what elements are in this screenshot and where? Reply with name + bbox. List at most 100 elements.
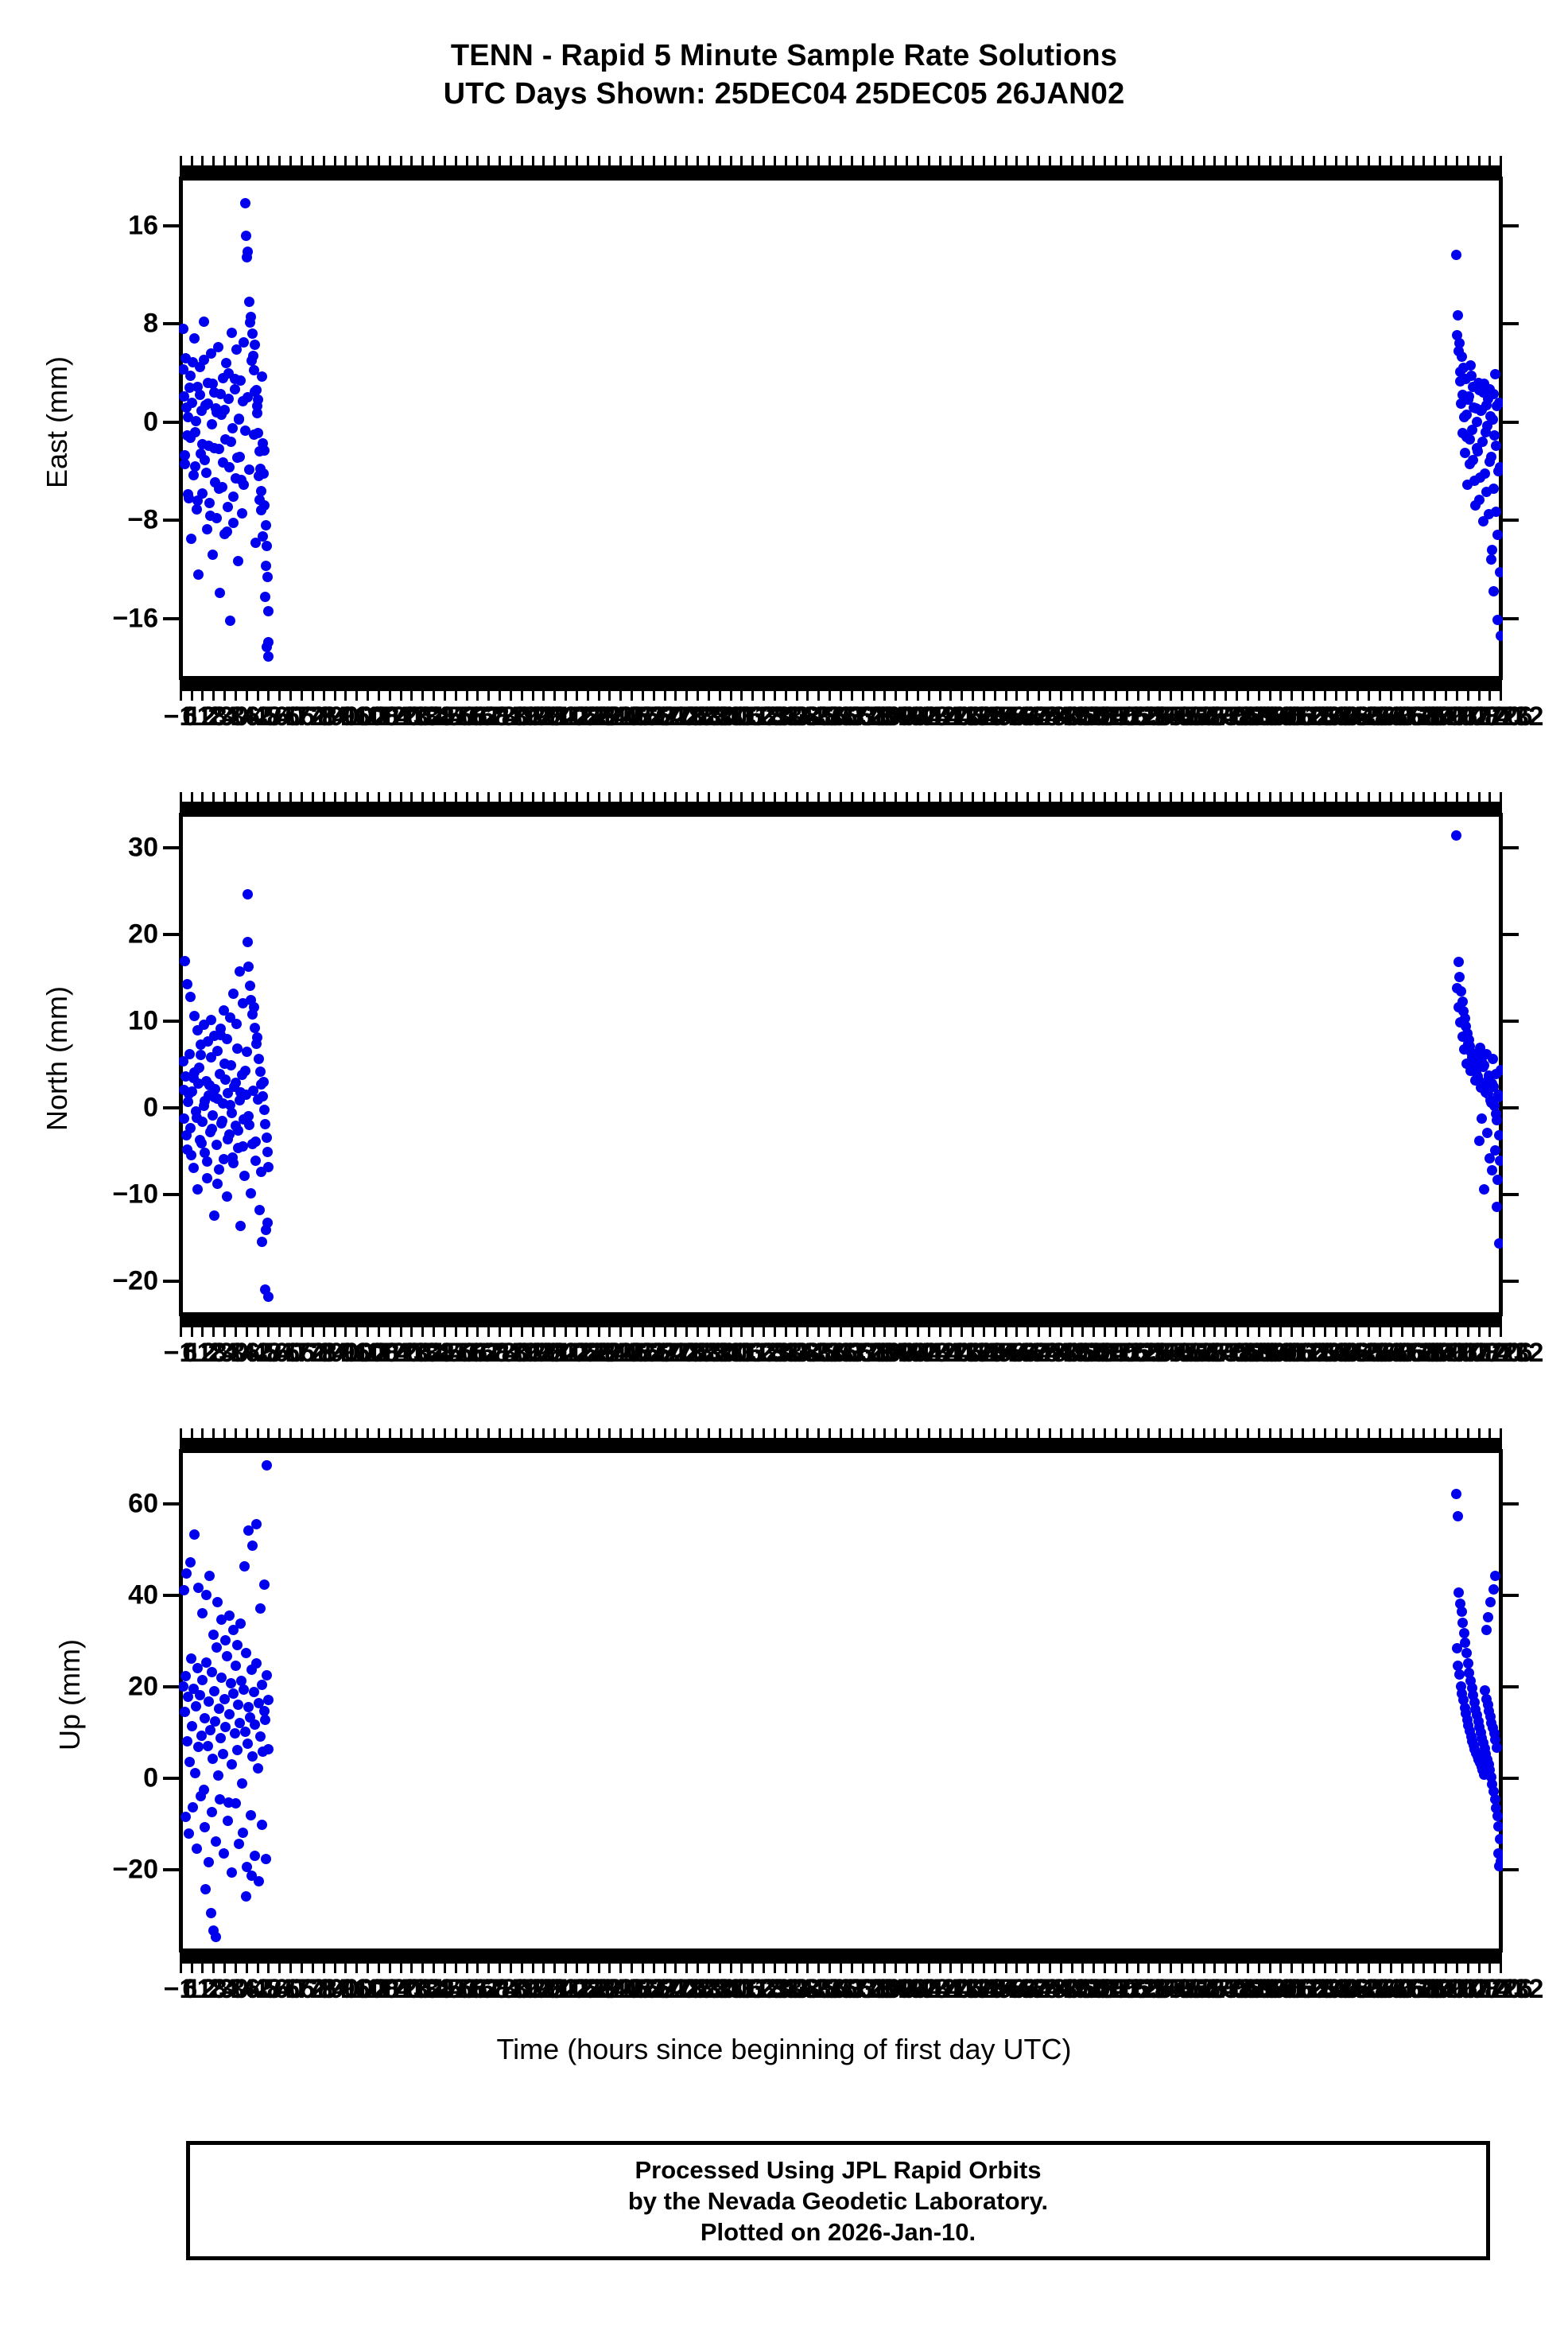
- x-tick-label: 558: [1179, 701, 1225, 732]
- x-tick-minor: [781, 1316, 784, 1327]
- y-axis-title-north: North (mm): [41, 986, 73, 1131]
- x-tick-label: 504: [1080, 1338, 1126, 1368]
- x-tick-minor: [1288, 680, 1291, 691]
- x-tick-minor: [625, 165, 628, 177]
- x-tick-minor: [882, 165, 885, 177]
- data-point: [1495, 1064, 1503, 1075]
- x-tick-major: [729, 1428, 732, 1449]
- x-tick-minor: [305, 680, 309, 691]
- x-tick-major: [487, 156, 491, 177]
- x-tick-minor: [238, 165, 241, 177]
- x-tick-minor: [742, 165, 745, 177]
- x-tick-major: [740, 1316, 743, 1337]
- x-tick-minor: [799, 680, 802, 691]
- x-tick-minor: [429, 680, 432, 691]
- x-tick-minor: [239, 802, 243, 813]
- data-point: [219, 1153, 230, 1164]
- x-tick-minor: [570, 1316, 572, 1327]
- x-tick-minor: [1388, 802, 1391, 813]
- x-tick-minor: [1003, 802, 1006, 813]
- x-tick-minor: [790, 802, 793, 813]
- x-tick-minor: [495, 802, 498, 813]
- x-tick-minor: [416, 1438, 419, 1449]
- x-tick-minor: [1371, 680, 1374, 691]
- x-tick-minor: [1011, 165, 1015, 177]
- x-tick-minor: [329, 1316, 332, 1327]
- x-tick-minor: [441, 680, 444, 691]
- x-tick-minor: [770, 165, 773, 177]
- x-tick-label: 252: [618, 1338, 664, 1368]
- x-tick-minor: [1222, 1316, 1225, 1327]
- x-tick-minor: [724, 165, 727, 177]
- x-tick-minor: [999, 802, 1002, 813]
- x-tick-major: [1081, 1428, 1085, 1449]
- x-tick-minor: [1142, 1316, 1145, 1327]
- x-tick-minor: [1259, 1316, 1263, 1327]
- x-tick-minor: [1314, 680, 1318, 691]
- x-tick-major: [972, 1952, 975, 1973]
- x-tick-minor: [188, 1952, 192, 1964]
- x-tick-minor: [530, 165, 533, 177]
- x-tick-major: [509, 1952, 512, 1973]
- x-tick-minor: [649, 1316, 652, 1327]
- x-tick-minor: [320, 165, 324, 177]
- x-tick-minor: [363, 1316, 366, 1327]
- x-tick-minor: [867, 165, 870, 177]
- x-tick-minor: [986, 1438, 989, 1449]
- x-tick-minor: [1160, 680, 1163, 691]
- x-tick-minor: [615, 165, 619, 177]
- x-tick-minor: [423, 1438, 426, 1449]
- x-tick-minor: [562, 1952, 565, 1964]
- x-tick-minor: [1349, 1438, 1353, 1449]
- x-tick-minor: [909, 165, 912, 177]
- x-tick-minor: [339, 1316, 342, 1327]
- data-point: [221, 1191, 232, 1202]
- x-tick-minor: [1415, 1438, 1419, 1449]
- x-tick-minor: [1217, 1438, 1221, 1449]
- x-tick-major: [631, 1428, 634, 1449]
- x-tick-label: 534: [1135, 1338, 1181, 1368]
- x-tick-minor: [623, 1438, 626, 1449]
- x-tick-minor: [868, 1438, 871, 1449]
- x-tick-minor: [375, 1316, 378, 1327]
- x-tick-label: 222: [563, 1338, 609, 1368]
- x-tick-minor: [263, 1438, 266, 1449]
- x-tick-minor: [1369, 680, 1372, 691]
- x-tick-minor: [546, 1438, 549, 1449]
- x-tick-minor: [650, 165, 654, 177]
- x-tick-minor: [1497, 1438, 1500, 1449]
- x-tick-major: [1302, 1428, 1305, 1449]
- x-tick-minor: [926, 1438, 929, 1449]
- x-tick-minor: [430, 680, 433, 691]
- x-tick-minor: [660, 802, 662, 813]
- x-tick-minor: [544, 1438, 547, 1449]
- x-tick-minor: [907, 1952, 910, 1964]
- plot-panel-up: 60 40 20 0 −20 −1 6 12 18 24 30 36 42 48 54 60 66 72 78 84…: [112, 1428, 1543, 2004]
- x-tick-minor: [986, 165, 989, 177]
- x-tick-minor: [225, 802, 228, 813]
- x-tick-minor: [1076, 165, 1079, 177]
- x-tick-minor: [596, 1438, 599, 1449]
- x-tick-minor: [274, 1438, 278, 1449]
- x-tick-minor: [1028, 1952, 1031, 1964]
- x-tick-minor: [590, 802, 593, 813]
- x-tick-minor: [577, 802, 580, 813]
- x-tick-minor: [1331, 1316, 1334, 1327]
- x-tick-minor: [1294, 1438, 1297, 1449]
- x-tick-minor: [1230, 802, 1233, 813]
- x-tick-minor: [753, 1316, 756, 1327]
- x-tick-label: 600: [1256, 1338, 1302, 1368]
- x-tick-major: [829, 1952, 832, 1973]
- x-tick-minor: [496, 1438, 499, 1449]
- x-tick-minor: [1364, 802, 1367, 813]
- x-tick-minor: [650, 1952, 654, 1964]
- x-tick-minor: [200, 802, 203, 813]
- x-tick-minor: [471, 1438, 474, 1449]
- x-tick-minor: [1386, 1316, 1389, 1327]
- x-tick-minor: [914, 680, 918, 691]
- x-tick-minor: [797, 1438, 800, 1449]
- x-tick-minor: [942, 680, 945, 691]
- x-tick-minor: [1265, 802, 1267, 813]
- x-tick-minor: [1041, 802, 1044, 813]
- x-tick-minor: [760, 802, 763, 813]
